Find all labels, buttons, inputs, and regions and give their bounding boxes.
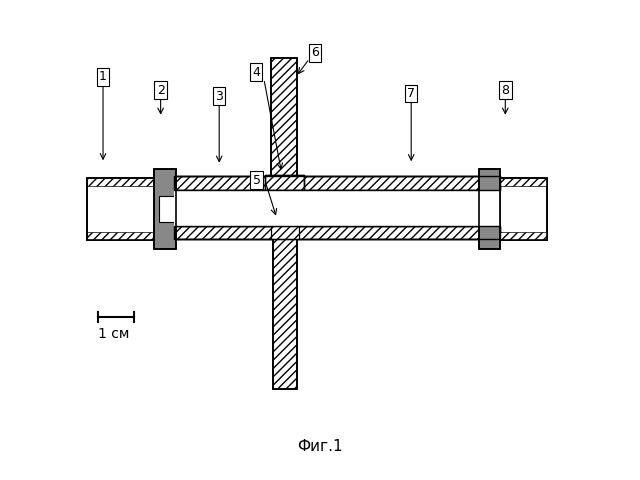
Text: 2: 2	[157, 84, 164, 97]
Bar	[499, 178, 547, 240]
Bar	[173, 176, 500, 190]
Bar	[173, 176, 500, 190]
Bar	[173, 226, 500, 239]
Bar	[87, 232, 157, 240]
Text: 3: 3	[215, 89, 223, 103]
Bar	[271, 226, 300, 239]
Bar	[271, 58, 298, 176]
Bar	[479, 169, 500, 249]
Bar	[273, 226, 297, 389]
Bar	[87, 178, 157, 240]
Text: 5: 5	[253, 173, 260, 187]
Bar	[173, 226, 500, 239]
Text: Фиг.1: Фиг.1	[297, 439, 343, 454]
Bar	[479, 169, 500, 249]
Text: 4: 4	[252, 65, 260, 79]
Bar	[479, 196, 496, 222]
Bar	[499, 232, 547, 240]
Bar	[265, 175, 304, 190]
Bar	[87, 178, 157, 240]
Bar	[173, 226, 500, 239]
Bar	[273, 226, 297, 389]
Bar	[159, 196, 175, 222]
Text: 1 см: 1 см	[99, 327, 130, 341]
Bar	[278, 215, 292, 226]
Text: 1: 1	[99, 70, 107, 84]
Bar	[271, 58, 298, 176]
Text: 8: 8	[501, 84, 509, 97]
Bar	[87, 178, 157, 186]
Bar	[499, 178, 547, 186]
Text: 6: 6	[311, 46, 319, 60]
Bar	[173, 190, 500, 226]
Bar	[271, 226, 300, 239]
Bar	[265, 175, 304, 190]
Bar	[154, 169, 175, 249]
Bar	[154, 169, 175, 249]
Bar	[173, 190, 500, 226]
Bar	[499, 178, 547, 240]
Text: 7: 7	[407, 87, 415, 100]
Bar	[173, 176, 500, 190]
